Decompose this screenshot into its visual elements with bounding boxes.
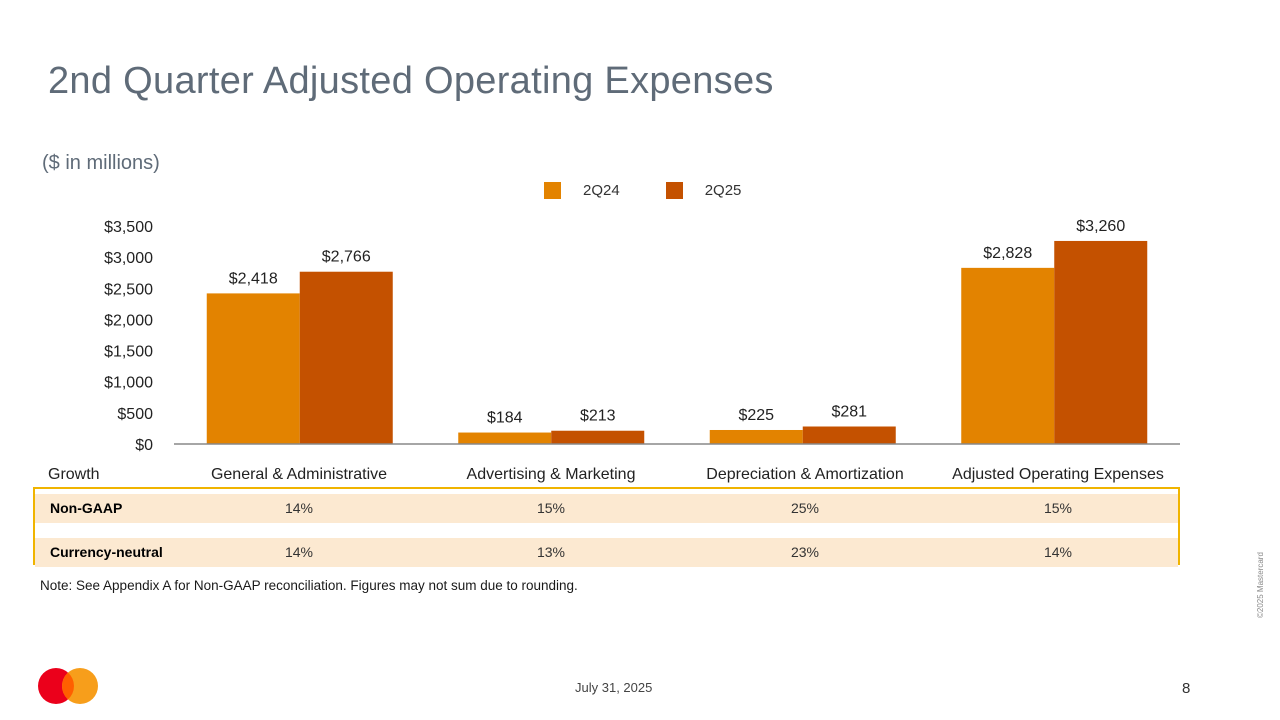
- category-label: General & Administrative: [210, 466, 388, 483]
- chart-legend: 2Q24 2Q25: [544, 182, 741, 199]
- y-tick-label: $2,000: [104, 312, 153, 329]
- category-labels: General & Administrative Advertising & M…: [0, 466, 1280, 488]
- bar: [961, 267, 1055, 444]
- bar: [551, 430, 645, 444]
- growth-cell: 15%: [1043, 500, 1073, 516]
- page-title: 2nd Quarter Adjusted Operating Expenses: [48, 60, 774, 102]
- data-label: $225: [738, 407, 774, 424]
- page-number: 8: [1182, 680, 1191, 697]
- category-label: Depreciation & Amortization: [706, 466, 904, 483]
- legend-label-2q25: 2Q25: [704, 182, 742, 199]
- growth-cell: 25%: [790, 500, 820, 516]
- growth-row-name: Currency-neutral: [50, 544, 163, 560]
- data-label: $3,260: [1076, 218, 1125, 235]
- data-label: $184: [487, 410, 523, 427]
- bar-chart: $0 $500 $1,000 $1,500 $2,000 $2,500 $3,000 $3,5…: [104, 218, 1180, 454]
- legend-swatch-2q24: [544, 182, 561, 199]
- y-tick-label: $2,500: [104, 281, 153, 298]
- y-tick-label: $0: [135, 437, 153, 454]
- growth-cell: 14%: [1043, 544, 1073, 560]
- growth-header: Growth: [48, 466, 100, 483]
- units-subtitle: ($ in millions): [42, 152, 160, 174]
- data-label: $2,766: [322, 249, 371, 266]
- growth-cell: 15%: [536, 500, 566, 516]
- bar: [206, 293, 300, 444]
- y-tick-label: $3,500: [104, 219, 153, 236]
- bar: [802, 426, 896, 444]
- data-label: $281: [831, 403, 867, 420]
- y-tick-label: $3,000: [104, 250, 153, 267]
- growth-cell: 14%: [284, 500, 314, 516]
- bar: [709, 429, 803, 444]
- category-label: Adjusted Operating Expenses: [952, 466, 1164, 483]
- y-tick-label: $500: [117, 406, 153, 423]
- growth-cell: 23%: [790, 544, 820, 560]
- bar: [458, 432, 552, 444]
- y-tick-label: $1,000: [104, 375, 153, 392]
- growth-cell: 14%: [284, 544, 314, 560]
- growth-row-non-gaap: Non-GAAP 14% 15% 25% 15%: [35, 494, 1178, 523]
- legend-item-2q25: 2Q25: [665, 182, 742, 199]
- footer-date: July 31, 2025: [575, 680, 653, 695]
- category-label: Advertising & Marketing: [466, 466, 636, 483]
- bar: [299, 271, 393, 444]
- data-label: $2,828: [983, 245, 1032, 262]
- growth-row-name: Non-GAAP: [50, 500, 123, 516]
- data-label: $213: [580, 408, 616, 425]
- y-tick-label: $1,500: [104, 344, 153, 361]
- growth-table: Non-GAAP 14% 15% 25% 15% Currency-neutra…: [33, 487, 1180, 567]
- growth-row-currency-neutral: Currency-neutral 14% 13% 23% 14%: [35, 538, 1178, 567]
- growth-cell: 13%: [536, 544, 566, 560]
- copyright-notice: ©2025 Mastercard: [1256, 552, 1265, 618]
- legend-label-2q24: 2Q24: [583, 182, 620, 199]
- mastercard-logo-icon: [38, 668, 98, 704]
- legend-item-2q24: 2Q24: [544, 182, 620, 199]
- footnote: Note: See Appendix A for Non-GAAP reconc…: [40, 578, 578, 593]
- legend-swatch-2q25: [665, 182, 683, 199]
- bar: [1054, 240, 1148, 444]
- data-label: $2,418: [229, 270, 278, 287]
